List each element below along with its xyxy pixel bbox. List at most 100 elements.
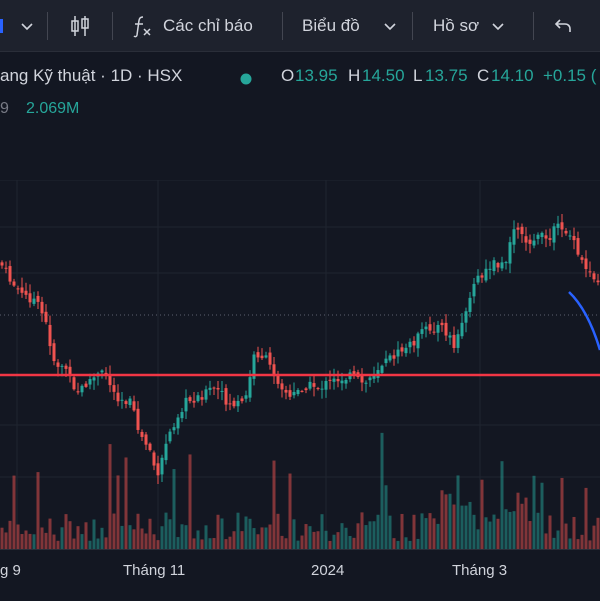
candle-body bbox=[68, 366, 72, 376]
volume-bar bbox=[356, 523, 360, 549]
volume-bar bbox=[100, 527, 104, 549]
candle-body bbox=[72, 377, 76, 390]
candle-body bbox=[4, 267, 8, 269]
volume-bar bbox=[4, 532, 8, 549]
volume-bar bbox=[212, 538, 216, 549]
candle-body bbox=[192, 400, 196, 403]
chevron-down-icon bbox=[384, 23, 396, 31]
candle-body bbox=[256, 352, 260, 358]
volume-bar bbox=[60, 527, 64, 549]
volume-bar bbox=[336, 532, 340, 549]
candle-body bbox=[16, 288, 20, 290]
symbol-fragment[interactable] bbox=[0, 0, 8, 52]
volume-bar bbox=[332, 534, 336, 549]
candle-body bbox=[184, 397, 188, 412]
candle-body bbox=[460, 322, 464, 337]
volume-bar bbox=[508, 511, 512, 549]
volume-bar bbox=[236, 512, 240, 549]
volume-bar bbox=[520, 503, 524, 549]
interval-dropdown-button[interactable] bbox=[20, 0, 34, 52]
high-value: 14.50 bbox=[362, 66, 405, 85]
volume-bar bbox=[68, 521, 72, 549]
candle-body bbox=[344, 379, 348, 384]
candle-body bbox=[212, 387, 216, 389]
candle-body bbox=[272, 364, 276, 377]
candle-body bbox=[528, 239, 532, 244]
candle-body bbox=[312, 383, 316, 387]
chevron-down-icon bbox=[21, 23, 33, 31]
candle-body bbox=[228, 403, 232, 405]
indicators-button[interactable]: Các chỉ báo bbox=[131, 0, 253, 52]
volume-bar bbox=[256, 534, 260, 549]
chart-type-button[interactable] bbox=[68, 0, 92, 52]
candle-body bbox=[232, 400, 236, 407]
candle-body bbox=[276, 374, 280, 384]
volume-bar bbox=[404, 537, 408, 549]
candle-body bbox=[140, 431, 144, 437]
candle-body bbox=[516, 227, 520, 230]
volume-bar bbox=[196, 530, 200, 549]
open-value: 13.95 bbox=[295, 66, 338, 85]
volume-bar bbox=[576, 539, 580, 549]
candle-body bbox=[224, 388, 228, 405]
candle-body bbox=[52, 343, 56, 362]
volume-bar bbox=[84, 522, 88, 549]
volume-bar bbox=[464, 505, 468, 549]
volume-bar bbox=[76, 526, 80, 549]
volume-bar bbox=[484, 517, 488, 549]
volume-bar bbox=[164, 512, 168, 549]
symbol-title[interactable]: ang Kỹ thuật · 1D · HSX bbox=[0, 66, 183, 85]
volume-bar bbox=[156, 540, 160, 549]
candle-body bbox=[132, 401, 136, 411]
trend-line-drawing[interactable] bbox=[568, 291, 600, 351]
volume-bar bbox=[384, 485, 388, 549]
chart-menu-dropdown-button[interactable] bbox=[383, 0, 397, 52]
volume-bar bbox=[380, 432, 384, 549]
undo-button[interactable] bbox=[553, 0, 573, 52]
volume-bar bbox=[316, 531, 320, 549]
candle-body bbox=[308, 381, 312, 389]
toolbar-separator bbox=[112, 12, 113, 40]
volume-bar bbox=[360, 512, 364, 549]
candle-body bbox=[300, 390, 304, 392]
candle-body bbox=[316, 388, 320, 390]
candle-body bbox=[60, 365, 64, 367]
candle-body bbox=[424, 326, 428, 330]
candle-body bbox=[368, 377, 372, 381]
profile-menu-button[interactable]: Hồ sơ bbox=[433, 0, 505, 52]
candlestick-icon bbox=[71, 16, 89, 36]
chart-menu-button[interactable]: Biểu đồ bbox=[302, 0, 360, 52]
volume-bar bbox=[140, 528, 144, 549]
volume-bar bbox=[280, 535, 284, 549]
price-chart[interactable] bbox=[0, 180, 600, 549]
undo-icon bbox=[554, 19, 571, 32]
candle-body bbox=[416, 333, 420, 349]
volume-bar bbox=[328, 540, 332, 549]
candle-body bbox=[412, 340, 416, 346]
volume-bar bbox=[180, 524, 184, 549]
volume-bar bbox=[288, 473, 292, 549]
high-label: H bbox=[348, 66, 361, 85]
candle-body bbox=[524, 236, 528, 243]
candle-body bbox=[92, 377, 96, 381]
volume-bar bbox=[408, 540, 412, 549]
candle-body bbox=[504, 262, 508, 264]
candle-body bbox=[392, 355, 396, 359]
candle-body bbox=[560, 222, 564, 230]
volume-bar bbox=[108, 444, 112, 549]
volume-value: 2.069M bbox=[26, 100, 80, 117]
volume-bar bbox=[536, 512, 540, 549]
candle-body bbox=[304, 388, 308, 391]
candle-body bbox=[572, 235, 576, 241]
candle-body bbox=[580, 257, 584, 260]
volume-bar bbox=[348, 536, 352, 549]
candle-body bbox=[432, 331, 436, 333]
volume-bar bbox=[128, 525, 132, 549]
candle-body bbox=[36, 295, 40, 302]
time-axis[interactable]: g 9 Tháng 11 2024 Tháng 3 bbox=[0, 549, 600, 601]
volume-bar bbox=[248, 518, 252, 549]
volume-bar bbox=[452, 504, 456, 549]
volume-bar bbox=[440, 490, 444, 549]
chevron-down-icon bbox=[492, 23, 504, 31]
time-axis-label: 2024 bbox=[311, 562, 345, 579]
